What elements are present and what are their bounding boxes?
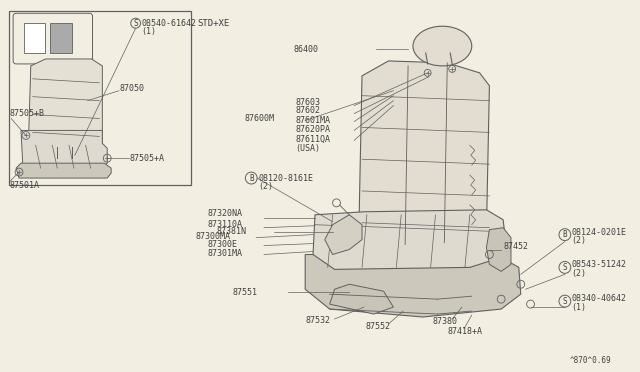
Text: 08124-0201E: 08124-0201E — [572, 228, 627, 237]
Text: 08543-51242: 08543-51242 — [572, 260, 627, 269]
Text: S: S — [133, 19, 138, 28]
Text: 87452: 87452 — [503, 242, 528, 251]
Bar — [24, 23, 45, 53]
Text: 87050: 87050 — [120, 84, 145, 93]
Polygon shape — [324, 215, 362, 254]
Text: S: S — [563, 263, 567, 272]
Text: (2): (2) — [572, 236, 587, 245]
Text: 87552: 87552 — [366, 323, 391, 331]
Text: (1): (1) — [572, 302, 587, 312]
Text: B: B — [249, 174, 253, 183]
Text: 87602: 87602 — [296, 106, 321, 115]
Polygon shape — [313, 210, 506, 269]
Polygon shape — [330, 284, 394, 314]
Text: (1): (1) — [141, 27, 157, 36]
Polygon shape — [16, 163, 111, 178]
Text: 87418+A: 87418+A — [447, 327, 483, 336]
Text: B: B — [563, 230, 567, 239]
Text: 87603: 87603 — [296, 98, 321, 107]
Text: ^870^0.69: ^870^0.69 — [570, 356, 611, 365]
Text: 08340-40642: 08340-40642 — [572, 294, 627, 303]
Bar — [9, 11, 191, 185]
Text: 87320NA: 87320NA — [207, 209, 242, 218]
Ellipse shape — [413, 26, 472, 66]
Text: 87501A: 87501A — [9, 180, 39, 189]
Text: 86400: 86400 — [293, 45, 319, 54]
Text: 87300E: 87300E — [207, 240, 237, 249]
Text: 87600M: 87600M — [244, 114, 275, 123]
FancyBboxPatch shape — [13, 13, 93, 64]
Text: 87620PA: 87620PA — [296, 125, 330, 134]
Polygon shape — [305, 254, 521, 317]
Polygon shape — [21, 131, 108, 168]
Text: S: S — [563, 296, 567, 306]
Text: 87505+B: 87505+B — [9, 109, 44, 118]
Text: (2): (2) — [258, 183, 273, 192]
Text: STD+XE: STD+XE — [197, 19, 230, 28]
Text: 87611QA: 87611QA — [296, 135, 330, 144]
Text: 87505+A: 87505+A — [130, 154, 164, 163]
Text: 08540-61642: 08540-61642 — [141, 19, 196, 28]
Text: 87601MA: 87601MA — [296, 116, 330, 125]
Polygon shape — [29, 59, 102, 155]
Text: 87381N: 87381N — [217, 227, 247, 236]
Ellipse shape — [45, 146, 86, 174]
Text: 87300MA: 87300MA — [195, 232, 230, 241]
Text: 873110A: 873110A — [207, 220, 242, 229]
Text: (2): (2) — [572, 269, 587, 278]
Text: 87551: 87551 — [233, 288, 258, 297]
Text: (USA): (USA) — [296, 144, 321, 153]
Text: 87380: 87380 — [433, 317, 458, 327]
Polygon shape — [359, 61, 490, 247]
Bar — [51, 23, 72, 53]
Polygon shape — [486, 228, 511, 271]
Text: 87532: 87532 — [305, 317, 330, 326]
Text: 87301MA: 87301MA — [207, 249, 242, 258]
Text: 08120-8161E: 08120-8161E — [258, 174, 313, 183]
